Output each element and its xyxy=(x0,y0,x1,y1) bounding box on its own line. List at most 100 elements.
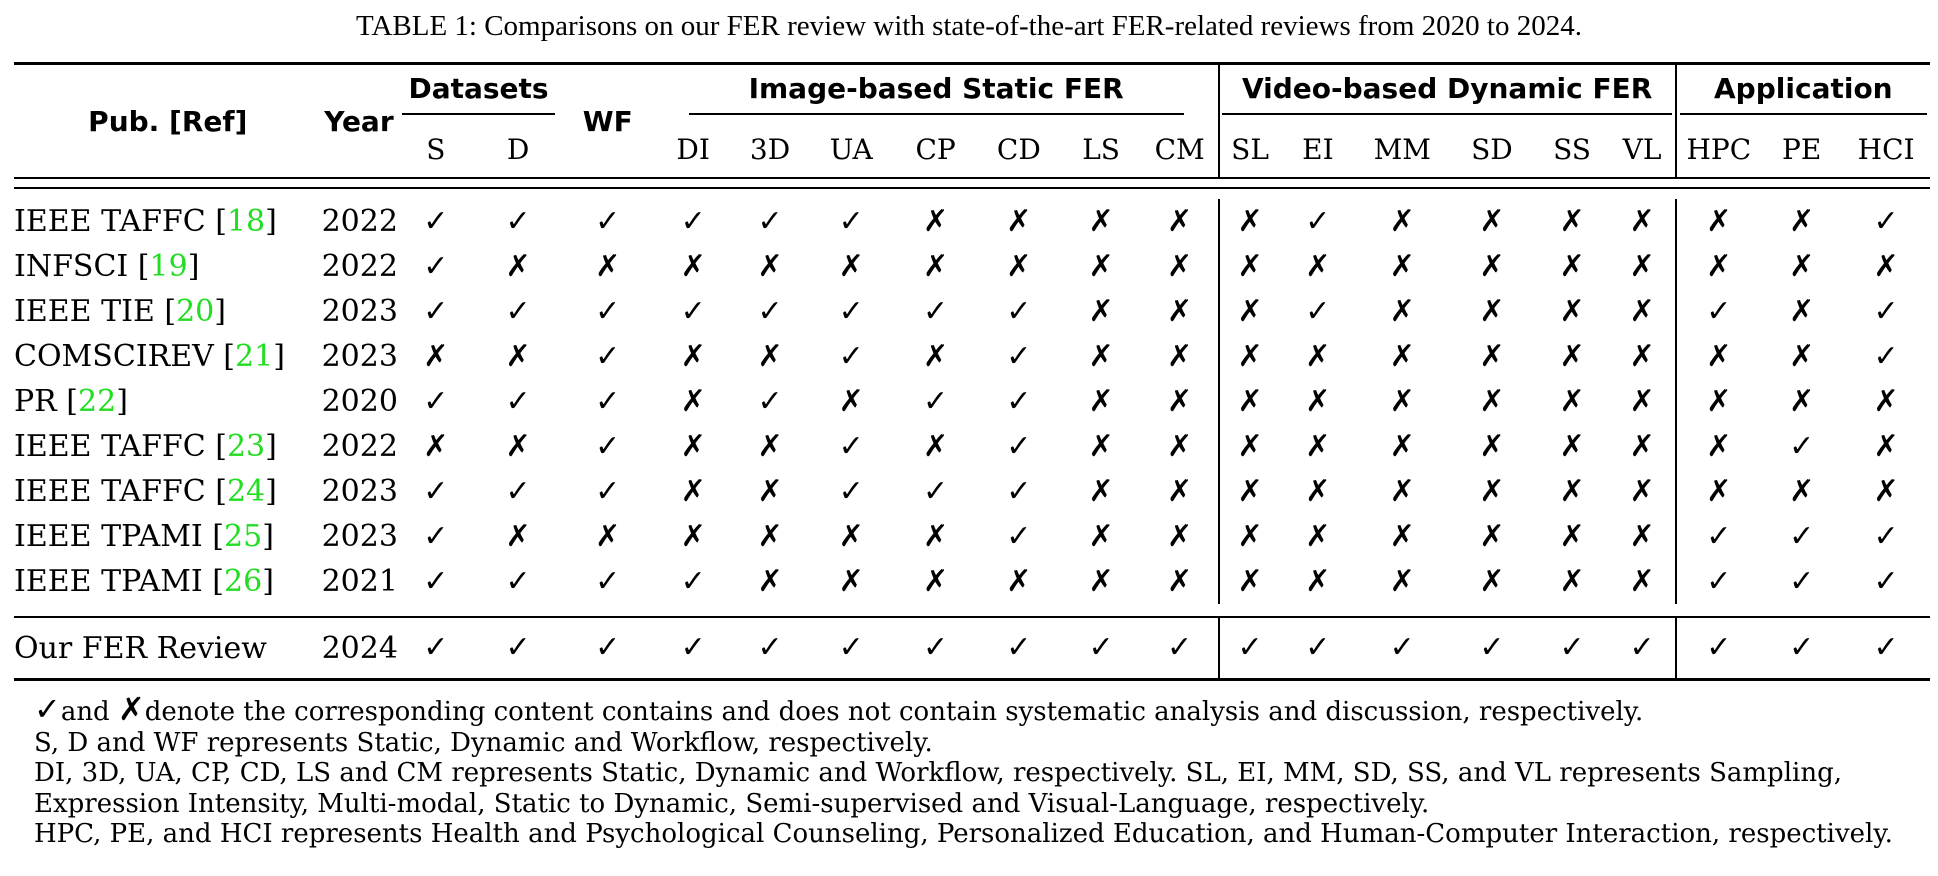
check-mark-icon: ✓ xyxy=(680,293,706,329)
venue-name: IEEE TPAMI [ xyxy=(14,564,224,599)
year-cell: 2022 xyxy=(321,249,398,284)
check-mark-icon: ✓ xyxy=(923,630,949,665)
check-mark-icon: ✓ xyxy=(838,203,864,239)
reference-link[interactable]: 19 xyxy=(149,249,188,284)
cross-mark-icon: ✗ xyxy=(1559,383,1585,419)
publication-cell: IEEE TPAMI [25] xyxy=(14,514,322,559)
year-cell: 2023 xyxy=(321,474,398,509)
cross-mark-icon: ✗ xyxy=(1305,383,1331,419)
table-row: IEEE TAFFC [23] 2022 ✗ ✗ ✓ ✗ ✗ ✓ ✗ ✓ ✗ ✗ ✗ ✗ ✗ ✗ ✗ ✗ ✗ ✓ ✗ xyxy=(14,424,1930,469)
reference-link[interactable]: 20 xyxy=(176,294,215,329)
check-mark-icon: ✓ xyxy=(1389,630,1415,665)
cross-mark-icon: ✗ xyxy=(423,338,449,374)
sub-header-row: S D DI 3D UA CP CD LS CM SL EI MM SD SS VL HPC PE HCI xyxy=(14,121,1930,178)
venue-name: IEEE TPAMI [ xyxy=(14,519,224,554)
check-mark-icon: ✓ xyxy=(680,203,706,239)
reference-link[interactable]: 25 xyxy=(224,519,263,554)
bottom-rule xyxy=(14,678,1930,682)
sub-header-ss: SS xyxy=(1553,132,1591,166)
reference-link[interactable]: 26 xyxy=(224,564,263,599)
cross-mark-icon: ✗ xyxy=(1479,518,1505,554)
sub-header-ua: UA xyxy=(829,132,873,166)
check-mark-icon: ✓ xyxy=(1006,428,1032,464)
group-header-row: Pub. [Ref] Year Datasets WF Image-based … xyxy=(14,62,1930,178)
cross-mark-icon: ✗ xyxy=(838,383,864,419)
check-mark-icon: ✓ xyxy=(1789,630,1815,665)
cross-mark-icon: ✗ xyxy=(1559,428,1585,464)
reference-link[interactable]: 24 xyxy=(226,474,266,509)
reference-link[interactable]: 18 xyxy=(226,204,266,239)
check-mark-icon: ✓ xyxy=(595,293,621,329)
ref-bracket: ] xyxy=(265,204,277,239)
cross-mark-icon: ✗ xyxy=(1629,203,1655,239)
reference-link[interactable]: 21 xyxy=(235,339,274,374)
check-mark-icon: ✓ xyxy=(423,203,449,239)
cross-mark-icon: ✗ xyxy=(680,518,706,554)
ref-bracket: ] xyxy=(262,519,274,554)
cross-mark-icon: ✗ xyxy=(1789,338,1815,374)
sub-header-di: DI xyxy=(676,132,710,166)
cross-mark-icon: ✗ xyxy=(1789,293,1815,329)
check-mark-icon: ✓ xyxy=(423,563,449,599)
year-cell: 2023 xyxy=(321,519,398,554)
check-mark-icon: ✓ xyxy=(757,293,783,329)
ref-bracket: ] xyxy=(262,564,274,599)
cross-mark-icon: ✗ xyxy=(1305,248,1331,284)
cross-mark-icon: ✗ xyxy=(1389,518,1415,554)
cross-mark-icon: ✗ xyxy=(1559,473,1585,509)
check-mark-icon: ✓ xyxy=(595,383,621,419)
cross-mark-icon: ✗ xyxy=(680,383,706,419)
cross-mark-icon: ✗ xyxy=(423,428,449,464)
venue-name: INFSCI [ xyxy=(14,249,150,284)
cross-mark-icon: ✗ xyxy=(757,428,783,464)
check-mark-icon: ✓ xyxy=(923,293,949,329)
cross-mark-icon: ✗ xyxy=(1789,383,1815,419)
ref-bracket: ] xyxy=(187,249,200,284)
cross-mark-icon: ✗ xyxy=(1217,514,1281,559)
cross-mark-icon: ✗ xyxy=(1167,563,1193,599)
check-mark-icon: ✓ xyxy=(595,428,621,464)
publication-cell: Our FER Review xyxy=(14,630,267,666)
col-header-year: Year xyxy=(321,62,397,178)
header-rule xyxy=(14,177,1930,188)
venue-name: IEEE TAFFC [ xyxy=(14,474,227,509)
cross-mark-icon: ✗ xyxy=(923,203,949,239)
cross-mark-icon: ✗ xyxy=(1305,518,1331,554)
cross-mark-icon: ✗ xyxy=(1629,293,1655,329)
reference-link[interactable]: 23 xyxy=(226,429,266,464)
publication-cell: IEEE TAFFC [18] xyxy=(14,199,322,244)
cross-mark-icon: ✗ xyxy=(1674,199,1762,244)
venue-name: IEEE TIE [ xyxy=(14,294,177,329)
cross-mark-icon: ✗ xyxy=(680,473,706,509)
check-mark-icon: ✓ xyxy=(838,338,864,374)
cross-mark-icon: ✗ xyxy=(505,428,531,464)
sub-header-hpc: HPC xyxy=(1674,121,1762,178)
cross-mark-icon: ✗ xyxy=(923,248,949,284)
venue-name: IEEE TAFFC [ xyxy=(14,429,227,464)
check-mark-icon: ✓ xyxy=(505,203,531,239)
ref-bracket: ] xyxy=(265,474,277,509)
check-mark-icon: ✓ xyxy=(1479,630,1505,665)
publication-cell: IEEE TPAMI [26] xyxy=(14,559,322,604)
cross-mark-icon: ✗ xyxy=(838,518,864,554)
cross-mark-icon: ✗ xyxy=(680,248,706,284)
cross-mark-icon: ✗ xyxy=(1873,248,1899,284)
cross-mark-icon: ✗ xyxy=(595,248,621,284)
check-mark-icon: ✓ xyxy=(595,203,621,239)
dynamic-label: Video-based Dynamic FER xyxy=(1221,72,1673,115)
cross-mark-icon: ✗ xyxy=(757,338,783,374)
publication-cell: IEEE TAFFC [23] xyxy=(14,424,322,469)
col-header-wf: WF xyxy=(560,62,655,178)
cross-mark-icon: ✗ xyxy=(1674,424,1762,469)
publication-cell: INFSCI [19] xyxy=(14,244,322,289)
cross-mark-icon: ✗ xyxy=(680,338,706,374)
cross-mark-icon: ✗ xyxy=(1479,383,1505,419)
check-mark-icon: ✓ xyxy=(1305,630,1331,665)
cross-mark-icon: ✗ xyxy=(505,338,531,374)
cross-mark-icon: ✗ xyxy=(1559,518,1585,554)
cross-mark-icon: ✗ xyxy=(680,428,706,464)
cross-mark-icon: ✗ xyxy=(1305,428,1331,464)
cross-mark-icon: ✗ xyxy=(1217,559,1281,604)
comparison-table-wrap: Pub. [Ref] Year Datasets WF Image-based … xyxy=(14,62,1930,682)
reference-link[interactable]: 22 xyxy=(78,384,117,419)
